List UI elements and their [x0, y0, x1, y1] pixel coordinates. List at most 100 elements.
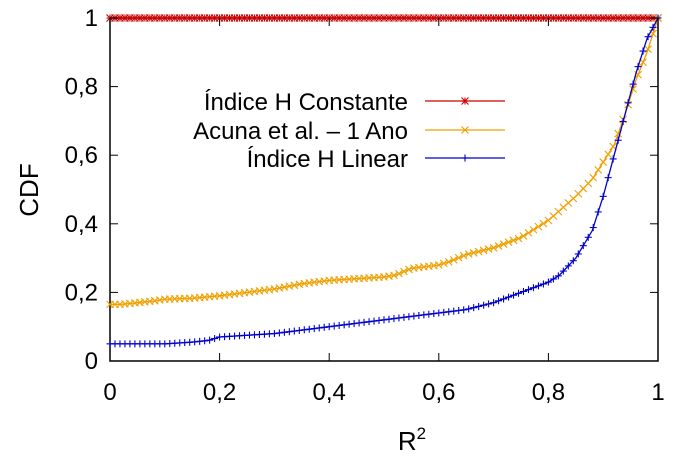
x-tick-label: 0,6 [422, 379, 455, 406]
series-1-point [454, 253, 463, 262]
series-2-point [624, 99, 632, 107]
series-2-point [450, 307, 458, 315]
series-2-point [490, 299, 498, 307]
series-2-point [206, 336, 214, 344]
series-2-point [549, 275, 557, 283]
x-axis-title: R2 [398, 424, 426, 456]
series-2-point [430, 310, 438, 318]
series-2-point [325, 323, 333, 331]
series-1-point [405, 265, 413, 274]
series-2-point [350, 320, 358, 328]
series-2-point [495, 297, 503, 305]
series-2-point [365, 318, 373, 326]
x-tick-label: 0,2 [203, 379, 236, 406]
series-2-point [579, 242, 587, 250]
series-2-point [405, 313, 413, 321]
series-2-point [554, 272, 562, 280]
series-1-point [504, 238, 513, 247]
series-1-point [644, 45, 652, 54]
series-1-point [514, 234, 523, 243]
series-1-point [479, 246, 488, 255]
series-2-point [505, 293, 513, 301]
series-2-point [619, 118, 627, 126]
series-2-point [280, 328, 288, 336]
series-2-point [400, 313, 408, 321]
series-2-point [305, 325, 313, 333]
y-tick-label: 0,4 [65, 211, 98, 238]
series-2-point [270, 330, 278, 338]
series-2-point [295, 326, 303, 334]
series-2-point [465, 305, 473, 313]
series-2-point [380, 316, 388, 324]
series-2-point [644, 33, 652, 41]
series-2-point [395, 314, 403, 322]
series-1-point [599, 158, 608, 166]
series-1-point [439, 259, 448, 268]
series-1-point [524, 228, 533, 237]
series-2-point [211, 335, 219, 343]
legend-label-0: Índice H Constante [204, 89, 408, 116]
series-2-point [500, 295, 508, 303]
series-2-point [410, 312, 418, 320]
axis-ticks: 0 0,2 0,4 0,6 0,8 1 0 0,2 0,4 0,6 0,8 1 [65, 5, 665, 406]
series-2-point [460, 306, 468, 314]
plot-area [106, 14, 662, 362]
series-1-point [390, 271, 398, 280]
series-2-point [330, 322, 338, 330]
series-2-point [300, 326, 308, 334]
series-2-point [340, 321, 348, 329]
series-1-point [499, 240, 508, 248]
series-1-point [395, 269, 403, 278]
series-2-point [201, 337, 209, 345]
series-2-point [285, 328, 293, 336]
series-2-point [275, 329, 283, 337]
legend-marker-0 [461, 97, 469, 105]
series-2-point [544, 278, 552, 286]
series-2-point [519, 287, 527, 295]
series-2-point [360, 318, 368, 326]
series-2-point [599, 192, 607, 200]
series-2-point [290, 327, 298, 335]
series-1-point [589, 173, 598, 182]
series-1-point [509, 236, 518, 245]
series-2-point [594, 208, 602, 216]
series-2-point [435, 309, 443, 317]
series-2-point [390, 315, 398, 323]
x-axis-title-superscript: 2 [417, 424, 426, 443]
series-2-point [564, 262, 572, 270]
x-tick-label: 0,4 [313, 379, 346, 406]
series-2-point [415, 311, 423, 319]
series-2-point [335, 321, 343, 329]
series-2-point [485, 300, 493, 308]
series-2-point [539, 280, 547, 288]
series-1-point [594, 165, 603, 174]
series-1-point [464, 250, 473, 258]
series-2-point [320, 323, 328, 331]
series-2-point [515, 289, 523, 297]
series-2-point [310, 325, 318, 333]
series-1-point [539, 219, 548, 228]
series-2-point [609, 155, 617, 163]
series-1-point [529, 225, 538, 234]
series-1-point [400, 267, 408, 276]
series-2-point [584, 233, 592, 241]
series-2-point [375, 316, 383, 324]
legend-label-1: Acuna et al. – 1 Ano [193, 118, 408, 145]
series-2-point [639, 47, 647, 55]
series-1-point [484, 245, 493, 253]
series-1-point [449, 255, 458, 264]
y-tick-label: 0 [85, 348, 98, 375]
series-2-point [470, 304, 478, 312]
legend-marker-1 [461, 126, 469, 134]
x-tick-label: 0,8 [532, 379, 565, 406]
series-1-point [534, 222, 543, 231]
x-axis-title-base: R [398, 426, 417, 456]
series-2-point [345, 320, 353, 328]
y-tick-label: 0,8 [65, 74, 98, 101]
series-1-point [604, 150, 613, 159]
series-2-point [559, 267, 567, 275]
legend-label-2: Índice H Linear [247, 146, 408, 173]
series-2-point [524, 286, 532, 294]
series-1-point [489, 243, 498, 252]
